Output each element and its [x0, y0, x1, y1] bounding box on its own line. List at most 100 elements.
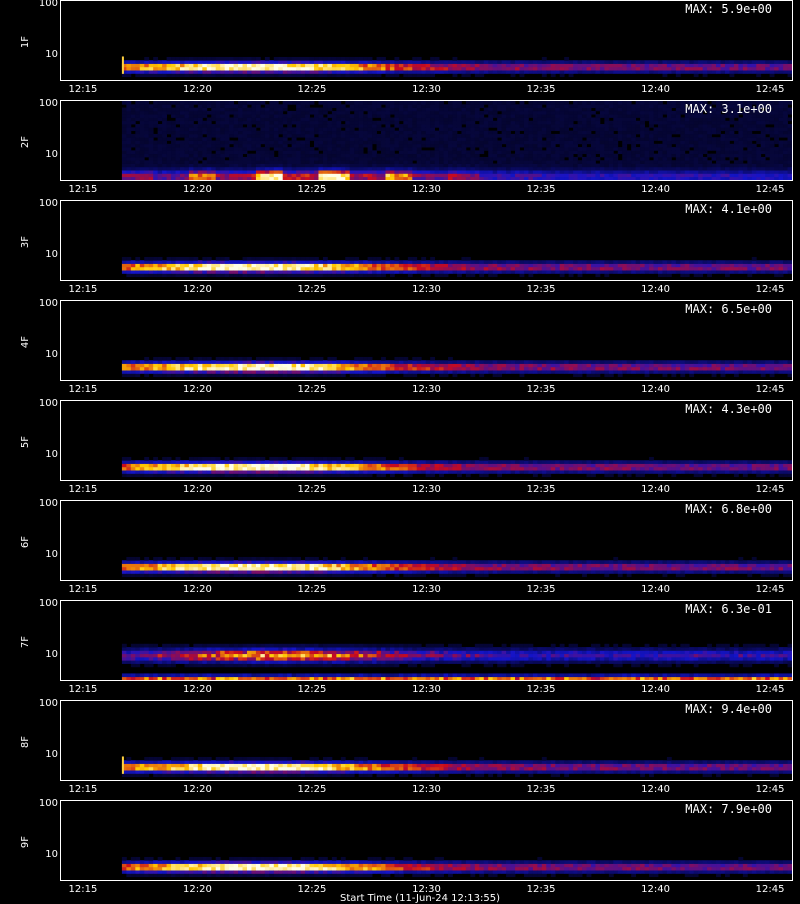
heatmap-cell	[381, 147, 386, 151]
heatmap-cell	[577, 140, 583, 145]
heatmap-cell	[291, 166, 297, 171]
heatmap-cell	[251, 147, 257, 151]
heatmap-cell	[470, 160, 476, 164]
heatmap-cell	[126, 160, 132, 164]
heatmap-cell	[644, 263, 650, 268]
heatmap-cell	[188, 273, 194, 278]
heatmap-cell	[582, 63, 587, 68]
heatmap-cell	[144, 163, 150, 168]
heatmap-cell	[309, 170, 315, 174]
heatmap-cell	[255, 120, 261, 125]
heatmap-cell	[649, 263, 654, 268]
heatmap-cell	[582, 110, 587, 115]
heatmap-cell	[465, 104, 471, 108]
heatmap-cell	[425, 70, 431, 74]
heatmap-cell	[573, 110, 578, 115]
heatmap-cell	[354, 104, 360, 108]
heatmap-cell	[452, 143, 458, 148]
heatmap-cell	[635, 120, 641, 125]
heatmap-cell	[130, 63, 136, 68]
heatmap-cell	[403, 160, 409, 164]
heatmap-cell	[162, 356, 167, 361]
heatmap-cell	[349, 73, 355, 78]
heatmap-cell	[242, 147, 248, 151]
heatmap-cell	[300, 256, 306, 261]
heatmap-cell	[537, 127, 543, 132]
heatmap-cell	[171, 143, 176, 148]
heatmap-cell	[331, 117, 337, 122]
heatmap-cell	[577, 270, 583, 274]
heatmap-cell	[550, 173, 556, 178]
heatmap-cell	[528, 156, 534, 161]
heatmap-cell	[327, 260, 333, 264]
heatmap-cell	[233, 104, 239, 108]
heatmap-cell	[381, 101, 386, 105]
heatmap-cell	[613, 127, 619, 132]
heatmap-cell	[403, 63, 409, 68]
heatmap-cell	[733, 176, 739, 180]
heatmap-cell	[412, 70, 418, 74]
heatmap-cell	[515, 117, 520, 122]
heatmap-cell	[233, 260, 239, 264]
heatmap-cell	[604, 104, 610, 108]
heatmap-cell	[760, 114, 766, 118]
heatmap-cell	[349, 263, 355, 268]
heatmap-cell	[778, 173, 784, 178]
heatmap-cell	[760, 170, 766, 174]
heatmap-cell	[179, 270, 185, 274]
heatmap-cell	[425, 163, 431, 168]
heatmap-cell	[121, 143, 127, 148]
heatmap-cell	[546, 163, 552, 168]
heatmap-cell	[247, 130, 252, 135]
heatmap-cell	[756, 120, 762, 125]
heatmap-cell	[278, 63, 284, 68]
heatmap-cell	[407, 160, 413, 164]
heatmap-cell	[608, 170, 614, 174]
heatmap-cell	[139, 66, 145, 71]
heatmap-cell	[282, 101, 288, 105]
heatmap-cell	[135, 137, 141, 141]
heatmap-cell	[264, 114, 270, 118]
heatmap-cell	[358, 70, 364, 74]
heatmap-cell	[568, 107, 574, 112]
heatmap-cell	[309, 133, 315, 138]
heatmap-cell	[456, 150, 462, 155]
heatmap-cell	[398, 107, 404, 112]
heatmap-cell	[416, 114, 422, 118]
heatmap-cell	[139, 166, 145, 171]
heatmap-cell	[318, 173, 324, 178]
heatmap-cell	[242, 137, 248, 141]
heatmap-cell	[238, 133, 243, 138]
heatmap-cell	[751, 133, 757, 138]
heatmap-cell	[483, 160, 489, 164]
heatmap-cell	[724, 137, 730, 141]
heatmap-cell	[448, 153, 453, 158]
heatmap-cell	[197, 124, 203, 128]
heatmap-cell	[492, 173, 498, 178]
heatmap-cell	[296, 147, 302, 151]
heatmap-cell	[318, 124, 324, 128]
heatmap-cell	[300, 147, 306, 151]
heatmap-cell	[215, 137, 221, 141]
heatmap-cell	[783, 114, 788, 118]
heatmap-cell	[523, 143, 529, 148]
heatmap-cell	[622, 60, 628, 64]
heatmap-cell	[675, 114, 681, 118]
heatmap-cell	[340, 260, 346, 264]
heatmap-cell	[130, 110, 136, 115]
heatmap-cell	[711, 130, 717, 135]
heatmap-cell	[783, 60, 788, 64]
heatmap-cell	[166, 270, 172, 274]
heatmap-cell	[403, 163, 409, 168]
heatmap-cell	[532, 166, 538, 171]
heatmap-cell	[345, 163, 351, 168]
heatmap-cell	[179, 107, 185, 112]
heatmap-cell	[148, 66, 154, 71]
heatmap-cell	[532, 127, 538, 132]
heatmap-cell	[278, 117, 284, 122]
heatmap-cell	[135, 373, 141, 378]
heatmap-cell	[372, 170, 377, 174]
heatmap-cell	[322, 70, 328, 74]
heatmap-cell	[224, 266, 230, 271]
heatmap-cell	[340, 170, 346, 174]
